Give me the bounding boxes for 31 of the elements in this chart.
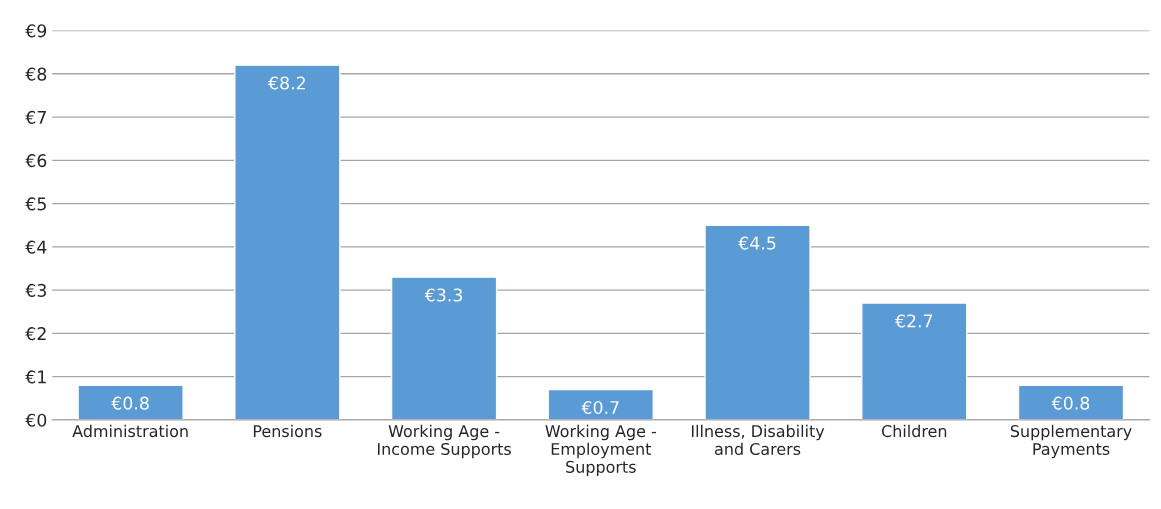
bar	[77, 384, 184, 420]
y-tick-label: €8	[25, 67, 47, 81]
y-tick-label: €1	[25, 370, 46, 384]
y-tick-label: €3	[25, 283, 46, 297]
x-tick-label: Administration	[72, 424, 188, 438]
bar	[861, 302, 968, 420]
bar	[390, 276, 498, 420]
data-label: €2.7	[894, 314, 933, 328]
bar	[234, 64, 341, 420]
data-label: €0.8	[1051, 396, 1090, 410]
x-tick-label: Working Age - Income Supports	[377, 424, 511, 459]
x-tick-label: Illness, Disability and Carers	[691, 424, 825, 456]
y-tick-label: €5	[25, 197, 46, 211]
y-tick-label: €7	[25, 110, 46, 124]
data-label: €8.2	[268, 76, 305, 90]
x-tick-label: Working Age - Employment Supports	[545, 424, 657, 477]
bar	[1017, 384, 1125, 420]
bar	[704, 224, 811, 420]
bar	[547, 388, 655, 420]
y-tick-label: €4	[25, 240, 47, 254]
data-label: €0.7	[581, 400, 619, 415]
x-tick-label: Pensions	[253, 424, 322, 438]
x-tick-label: Children	[881, 424, 947, 438]
data-label: €3.3	[424, 288, 463, 302]
data-label: €0.8	[111, 396, 149, 410]
y-tick-label: €9	[25, 24, 47, 38]
data-label: €4.5	[738, 236, 776, 250]
x-tick-label: Supplementary Payments	[1010, 424, 1132, 459]
y-tick-label: €6	[25, 154, 47, 168]
y-tick-label: €0	[25, 413, 47, 427]
y-tick-label: €2	[25, 327, 46, 341]
